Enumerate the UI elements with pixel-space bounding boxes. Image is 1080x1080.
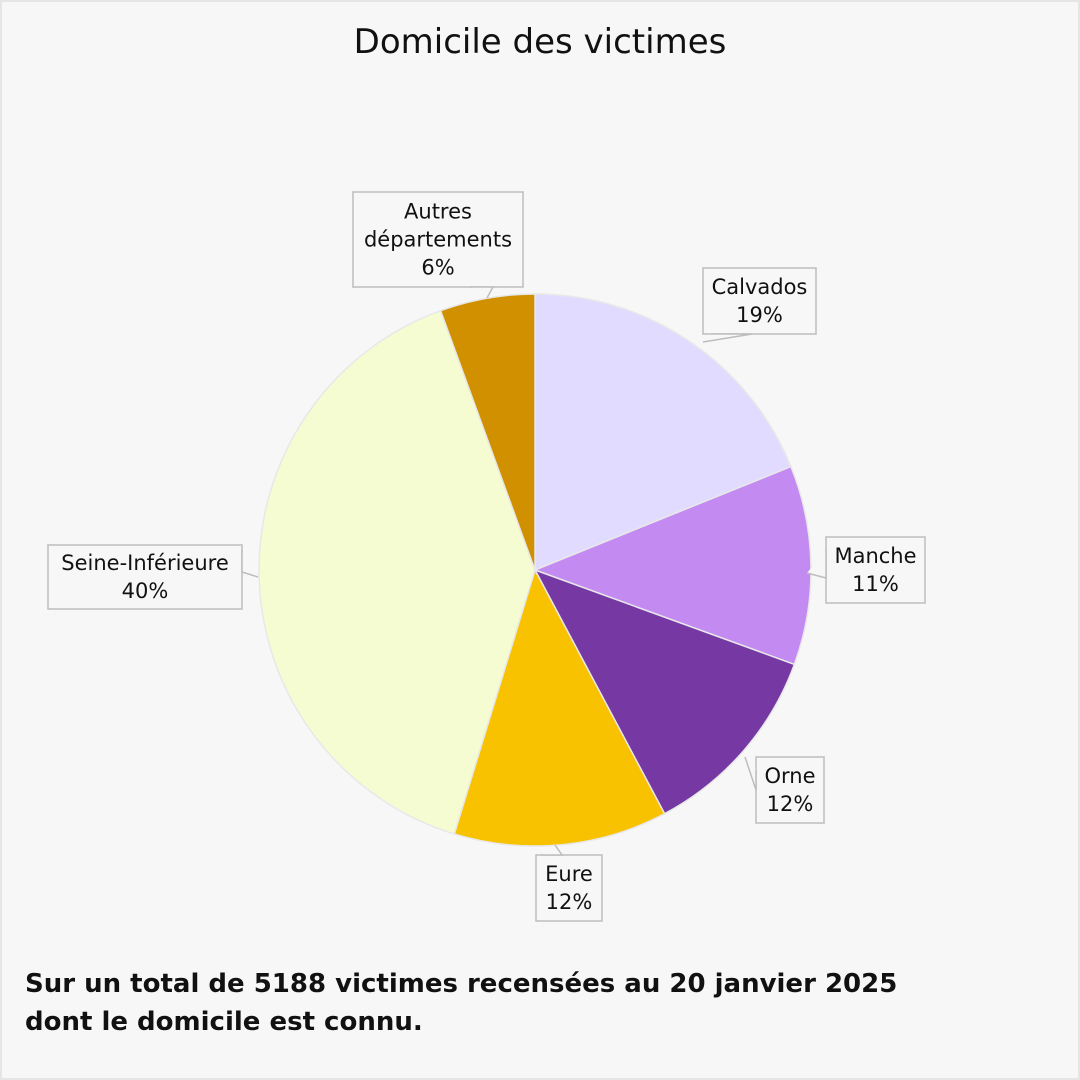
callout-text: Manche: [834, 544, 916, 568]
callout-autres-d-partements: Autres départements 6%: [352, 191, 524, 299]
pie-slice-autres-d-partements: [439, 293, 536, 571]
footnote-line-2: dont le domicile est connu.: [25, 1007, 423, 1037]
callout-manche: Manche 11%: [806, 536, 926, 604]
callout-text: Autres: [404, 200, 472, 224]
pie-slice-seine-inf-rieure: [258, 309, 536, 835]
chart-title: Domicile des victimes: [353, 22, 727, 62]
callout-text: 6%: [421, 256, 454, 280]
callout-text: Orne: [764, 764, 815, 788]
callout-text: 19%: [736, 303, 783, 327]
callout-seine-inf-rieure: Seine-Inférieure 40%: [47, 544, 259, 610]
callout-text: départements: [364, 228, 512, 252]
callout-text: Seine-Inférieure: [61, 551, 229, 575]
pie-slice-calvados: [534, 293, 792, 572]
callout-calvados: Calvados 19%: [702, 267, 817, 343]
pie-callouts: Calvados 19% Manche 11% Orne 12% Eure 12% Seine-…: [47, 191, 926, 922]
callout-orne: Orne 12%: [744, 756, 825, 824]
pie-slices: [258, 293, 812, 847]
pie-slice-manche: [532, 465, 812, 666]
footnote-line-1: Sur un total de 5188 victimes recensées …: [25, 969, 898, 999]
pie-slice-eure: [453, 568, 666, 847]
pie-slice-orne: [533, 568, 796, 815]
callout-text: 12%: [767, 792, 814, 816]
callout-text: Calvados: [712, 275, 808, 299]
callout-text: 11%: [852, 572, 899, 596]
callout-text: Eure: [545, 862, 593, 886]
callout-text: 40%: [122, 579, 169, 603]
callout-eure: Eure 12%: [535, 844, 603, 922]
chart-footnote: Sur un total de 5188 victimes recensées …: [25, 965, 897, 1041]
callout-text: 12%: [546, 890, 593, 914]
